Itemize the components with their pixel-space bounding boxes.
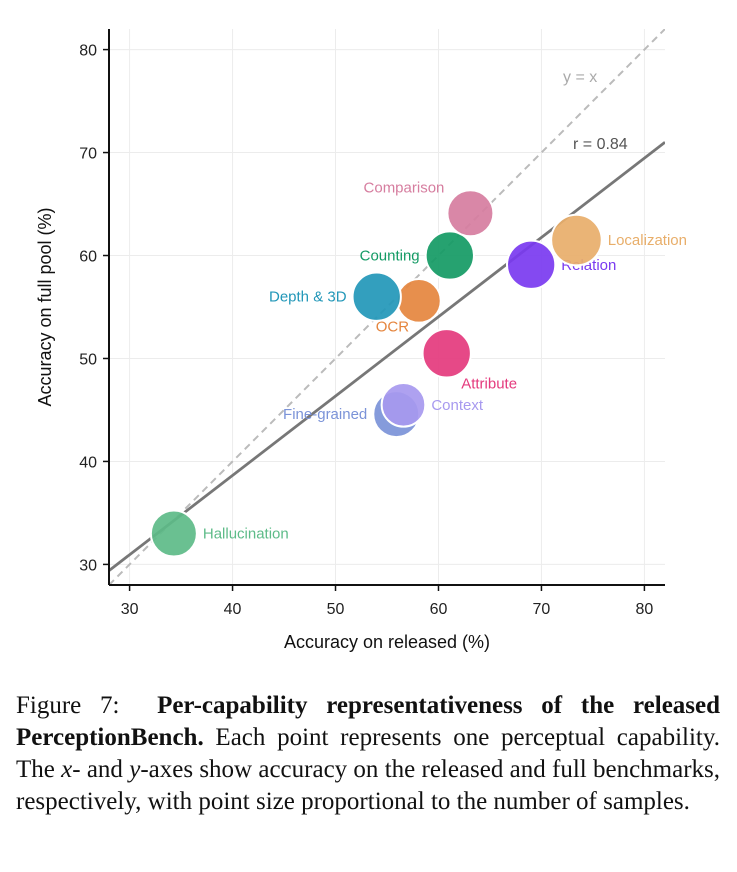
data-point	[396, 277, 442, 324]
data-point	[550, 213, 603, 267]
data-point	[149, 509, 198, 558]
y-axis-label: Accuracy on full pool (%)	[35, 207, 55, 406]
x-tick-label: 80	[636, 601, 654, 618]
x-tick-label: 60	[430, 601, 448, 618]
data-point	[446, 189, 495, 238]
x-tick-label: 70	[533, 601, 551, 618]
reference-lines	[109, 29, 665, 585]
point-label: Counting	[360, 248, 420, 265]
y-tick-label: 60	[79, 249, 97, 266]
point-label: Hallucination	[203, 526, 289, 543]
point-label: Depth & 3D	[269, 289, 347, 306]
data-points: Hallucination Fine-grained Context Attribut…	[149, 179, 687, 558]
point-label: Comparison	[364, 179, 445, 196]
x-tick-label: 50	[327, 601, 345, 618]
point-label: Fine-grained	[283, 406, 367, 423]
axes	[103, 29, 665, 591]
caption-title: Per-capability representativeness of the…	[16, 692, 721, 751]
y-tick-label: 70	[79, 146, 97, 163]
caption-x-variable: x	[61, 756, 73, 783]
y-tick-label: 50	[79, 351, 97, 368]
caption-y-variable: y	[129, 756, 141, 783]
y-tick-label: 40	[79, 454, 97, 471]
figure-caption: Figure 7: Per-capability representativen…	[16, 690, 720, 818]
x-tick-label: 40	[224, 601, 242, 618]
data-point	[424, 230, 475, 281]
y-tick-label: 30	[79, 557, 97, 574]
point-label: Attribute	[461, 375, 517, 392]
yx-line-label: y = x	[563, 69, 597, 86]
point-label: OCR	[376, 319, 410, 336]
caption-body-3: -axes show accuracy on the released and …	[16, 756, 721, 815]
y-tick-label: 80	[79, 43, 97, 60]
fit-line-label: r = 0.84	[573, 136, 628, 153]
caption-body-2: - and	[72, 756, 130, 783]
tick-labels: 30 40 50 60 70 80 30 40 50 60 70 80	[79, 43, 653, 618]
x-tick-label: 30	[121, 601, 139, 618]
scatter-chart: Hallucination Fine-grained Context Attribut…	[35, 29, 687, 652]
caption-body-1: Each point represents one perceptual cap…	[16, 724, 721, 783]
x-axis-label: Accuracy on released (%)	[284, 632, 490, 652]
point-label: Context	[431, 397, 484, 414]
data-point	[380, 381, 427, 428]
data-point	[351, 271, 402, 322]
fit-line	[109, 141, 665, 572]
data-point	[421, 328, 472, 379]
point-label: Localization	[608, 232, 687, 249]
data-point	[505, 239, 557, 290]
caption-figure-label: Figure 7:	[16, 692, 120, 719]
